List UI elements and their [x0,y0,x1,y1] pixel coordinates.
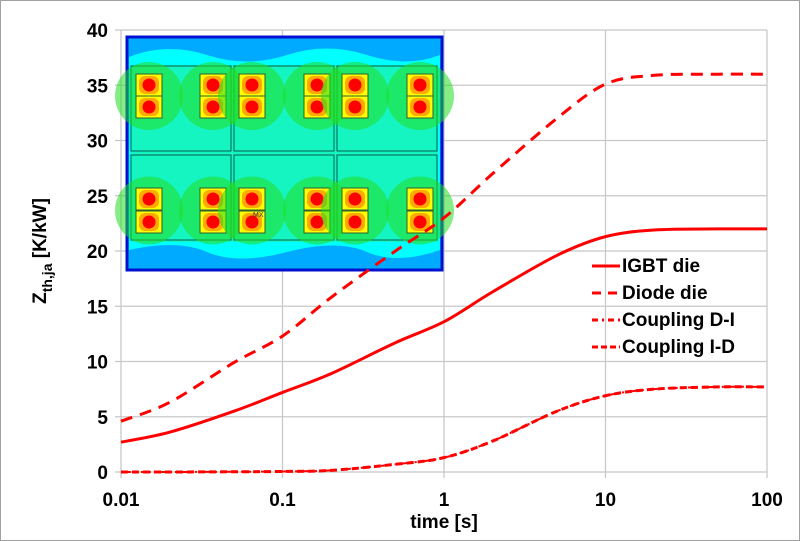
y-tick-label: 20 [87,242,108,263]
inset-die-hot [413,192,427,206]
inset-die-hot [348,215,362,229]
inset-die-hot [245,215,259,229]
inset-die-hot [142,215,156,229]
y-tick-label: 30 [87,132,108,153]
inset-die-hot [310,78,324,92]
tick-labels: 0 5 10 15 20 25 30 35 40 0.01 0.1 1 10 100 [87,21,783,511]
inset-die-hot [413,100,427,114]
inset-die-hot [142,192,156,206]
x-tick-label: 0.1 [269,490,296,511]
y-tick-label: 35 [87,76,109,97]
inset-die-hot [413,215,427,229]
legend-label: IGBT die [622,256,700,277]
inset-die-hot [348,192,362,206]
inset-die-hot [206,192,220,206]
legend: IGBT die Diode die Coupling D-I Coupling I-… [592,256,735,358]
y-tick-label: 10 [87,353,108,374]
inset-die-hot [310,192,324,206]
inset-die-hot [245,78,259,92]
y-tick-label: 5 [97,408,108,429]
series-line-igbt-die [120,227,768,444]
inset-die-hot [206,78,220,92]
x-axis-label: time [s] [410,512,478,533]
inset-die-hot [348,100,362,114]
inset-max-marker: MX [253,212,264,219]
thermal-simulation-inset: MX [115,35,454,272]
y-tick-label: 0 [97,463,108,484]
x-tick-label: 0.01 [103,490,140,511]
inset-die-hot [245,192,259,206]
series-line-coupling-i-d [120,385,768,474]
series-lines [120,72,768,474]
legend-label: Diode die [622,283,708,304]
inset-die-hot [142,100,156,114]
inset-die-hot [310,100,324,114]
inset-die-hot [348,78,362,92]
inset-die-hot [206,215,220,229]
inset-die-hot [142,78,156,92]
y-tick-label: 15 [87,297,109,318]
inset-die-hot [245,100,259,114]
inset-die-hot [206,100,220,114]
y-tick-label: 40 [87,21,108,42]
y-tick-label: 25 [87,187,109,208]
x-tick-label: 1 [439,490,450,511]
series-line-diode-die [120,72,768,423]
x-tick-label: 10 [595,490,616,511]
legend-label: Coupling I-D [622,337,735,358]
inset-die-hot [310,215,324,229]
x-tick-label: 100 [751,490,783,511]
y-axis-label: Zth,ja [K/kW] [30,198,55,304]
inset-die-hot [413,78,427,92]
legend-label: Coupling D-I [622,310,735,331]
